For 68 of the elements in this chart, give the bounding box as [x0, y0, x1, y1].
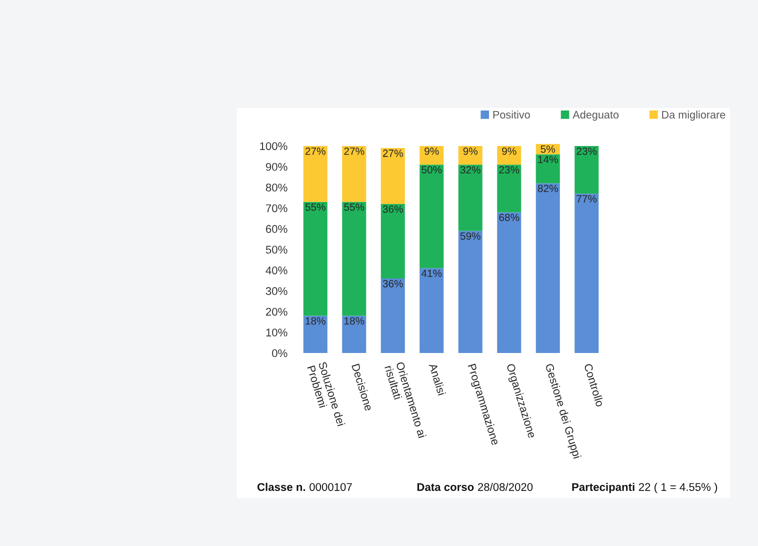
bar: [380, 148, 405, 204]
y-tick-label: 90%: [266, 162, 288, 171]
x-tick-label: Analisi: [428, 362, 446, 396]
x-tick-label: Gestione dei Gruppi: [543, 363, 582, 460]
data-label: 36%: [382, 205, 403, 213]
y-tick-label: 100%: [260, 142, 288, 150]
bar: [574, 146, 599, 194]
data-label: 50%: [422, 166, 442, 174]
data-label: 9%: [424, 147, 439, 155]
bar: [303, 146, 328, 202]
legend-label: Da migliorare: [662, 110, 726, 121]
data-label: 23%: [576, 147, 597, 155]
data-label: 27%: [305, 147, 326, 155]
bar: [342, 316, 366, 353]
bar: [536, 154, 560, 184]
legend-label: Positivo: [493, 110, 530, 119]
text: 22 ( 1 = 4.55% ): [638, 482, 718, 494]
data-label: 55%: [305, 203, 326, 211]
bar: [458, 146, 482, 165]
data-label: 59%: [460, 232, 480, 240]
y-tick-label: 70%: [266, 204, 288, 212]
data-label: 23%: [499, 166, 520, 174]
data-label: 5%: [540, 145, 556, 153]
legend-label: Adeguato: [572, 110, 619, 121]
bar: [420, 268, 444, 353]
y-tick-label: 30%: [266, 287, 288, 296]
data-label: 18%: [306, 317, 326, 325]
bar: [458, 164, 482, 231]
text: 0000107: [310, 483, 352, 491]
x-tick-label: Controllo: [584, 363, 604, 408]
y-tick-label: 0%: [272, 349, 288, 358]
data-label: 9%: [502, 147, 516, 155]
data-label: 9%: [463, 147, 478, 155]
bar: [497, 164, 522, 212]
text: Partecipanti: [572, 482, 634, 494]
bar: [303, 316, 328, 353]
bar: [342, 146, 366, 202]
bar: [380, 204, 405, 278]
y-tick-label: 60%: [266, 225, 288, 233]
bar: [380, 278, 405, 353]
data-label: 27%: [344, 147, 364, 155]
bar: [458, 230, 482, 353]
y-tick-label: 50%: [266, 246, 288, 254]
data-label: 82%: [538, 184, 558, 192]
bar: [497, 146, 522, 165]
y-tick-label: 80%: [266, 184, 288, 192]
data-label: 68%: [499, 214, 520, 222]
data-label: 36%: [382, 280, 403, 288]
y-tick-label: 20%: [266, 308, 288, 316]
bar: [536, 183, 560, 353]
text: Data corso: [417, 483, 474, 491]
data-label: 55%: [344, 203, 364, 211]
text: 28/08/2020: [478, 482, 533, 491]
data-label: 77%: [576, 195, 597, 202]
data-label: 27%: [382, 150, 403, 157]
text: Classe n.: [257, 482, 306, 491]
y-tick-label: 10%: [266, 328, 288, 336]
data-label: 14%: [538, 156, 558, 164]
bar: [574, 194, 599, 353]
bar: [420, 164, 444, 268]
data-label: 41%: [421, 270, 442, 277]
bar: [497, 212, 522, 353]
bar: [342, 202, 366, 316]
data-label: 18%: [344, 317, 364, 325]
y-tick-label: 40%: [266, 266, 288, 274]
bar: [303, 202, 328, 316]
data-label: 32%: [460, 166, 480, 174]
bar: [420, 146, 444, 165]
